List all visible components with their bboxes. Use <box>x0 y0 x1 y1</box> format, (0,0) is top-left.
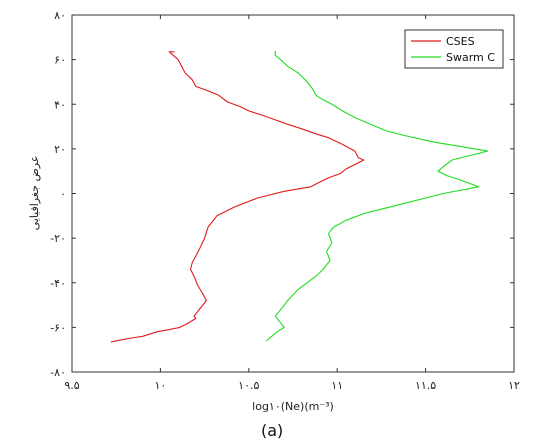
legend: CSES Swarm C <box>404 29 504 69</box>
plot-frame <box>71 14 515 373</box>
y-tick-label-7: -۶۰ <box>50 321 66 334</box>
y-axis-label: عرض جغرافیایی <box>28 156 41 231</box>
y-tick-label-5: -۲۰ <box>50 232 66 245</box>
y-tick-label-6: -۴۰ <box>50 277 66 290</box>
y-tick-label-0: ۸۰ <box>54 9 66 22</box>
x-tick-label-2: ۱۰.۵ <box>238 379 259 392</box>
y-tick-label-3: ۲۰ <box>54 143 66 156</box>
x-tick-label-5: ۱۲ <box>508 379 520 392</box>
series-line-swarm-c <box>266 50 489 342</box>
y-tick-label-2: ۴۰ <box>54 98 66 111</box>
legend-label-swarm-c: Swarm C <box>446 51 495 64</box>
series-line-cses <box>110 51 365 343</box>
legend-label-cses: CSES <box>446 35 475 48</box>
x-tick-label-3: ۱۱ <box>331 379 343 392</box>
x-tick-label-1: ۱۰ <box>154 379 166 392</box>
y-tick-label-4: ۰ <box>60 188 66 201</box>
axis-ticks: ۹.۵ ۱۰ ۱۰.۵ ۱۱ ۱۱.۵ ۱۲ ۸۰ ۶۰ ۴۰ ۲۰ ۰ -۲۰ -۴۰ -۶۰ -۸۰ <box>50 9 520 392</box>
series-group <box>110 50 489 343</box>
x-axis-label: log۱۰(Ne)(m⁻³) <box>252 400 334 413</box>
panel-label: (a) <box>261 421 284 440</box>
legend-box <box>404 29 504 69</box>
x-tick-label-0: ۹.۵ <box>64 379 79 392</box>
y-tick-label-8: -۸۰ <box>50 366 66 379</box>
y-tick-label-1: ۶۰ <box>54 54 66 67</box>
x-tick-label-4: ۱۱.۵ <box>415 379 436 392</box>
